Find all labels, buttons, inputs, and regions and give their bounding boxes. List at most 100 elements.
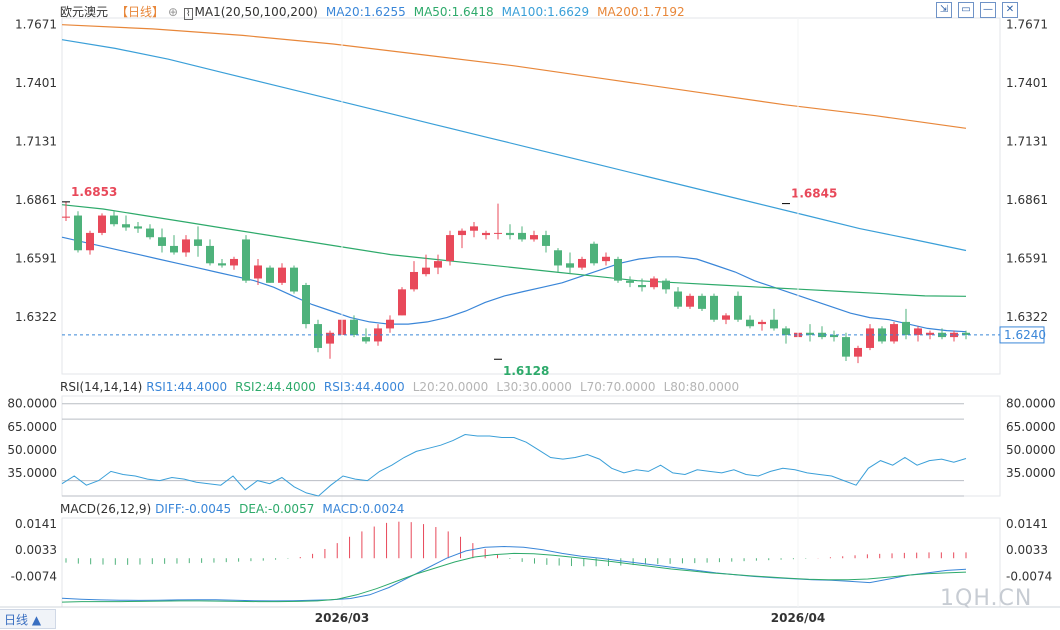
current-price-tag — [999, 326, 1045, 344]
candle-body — [782, 328, 790, 335]
rsi-item-2: RSI3:44.4000 — [323, 380, 405, 394]
candle-body — [662, 280, 670, 290]
candle-body — [530, 235, 538, 240]
price-tick-right: 1.6322 — [1006, 310, 1048, 324]
candle-body — [578, 258, 586, 268]
macd-label: MACD(26,12,9) — [60, 502, 152, 516]
candle-body — [938, 332, 946, 338]
rsi-label: RSI(14,14,14) — [60, 380, 143, 394]
candle-body — [902, 321, 910, 335]
macd-panel-frame — [61, 517, 1001, 608]
rsi-items: RSI1:44.4000 RSI2:44.4000 RSI3:44.4000 L20:… — [146, 380, 747, 394]
candle-body — [734, 295, 742, 320]
candle-body — [278, 267, 286, 283]
candle-body — [674, 291, 682, 307]
price-tick-right: 1.7401 — [1006, 76, 1048, 90]
rsi-tick-right: 50.0000 — [1006, 443, 1056, 457]
macd-item-2: MACD:0.0024 — [322, 502, 405, 516]
rsi-item-6: L80:80.0000 — [663, 380, 740, 394]
candle-body — [146, 228, 154, 238]
minimize-icon[interactable]: — — [980, 2, 996, 18]
price-tick-right: 1.6861 — [1006, 193, 1048, 207]
expand-icon[interactable]: ⇲ — [936, 2, 952, 18]
rsi-tick-left: 35.0000 — [7, 466, 57, 480]
period-tag[interactable]: 【日线】 — [116, 5, 165, 19]
candle-body — [518, 232, 526, 240]
macd-items: DIFF:-0.0045 DEA:-0.0057 MACD:0.0024 — [155, 502, 412, 516]
candle-body — [626, 280, 634, 283]
candle-body — [602, 256, 610, 262]
ma-values: MA20:1.6255 MA50:1.6418 MA100:1.6629 MA200:… — [326, 5, 693, 19]
price-tick-left: 1.7401 — [15, 76, 57, 90]
candle-body — [506, 232, 514, 236]
candle-body — [890, 324, 898, 342]
candle-body — [302, 285, 310, 325]
settings-icon[interactable]: ⊕ — [168, 5, 179, 19]
rsi-item-4: L30:30.0000 — [496, 380, 572, 394]
close-icon[interactable]: ✕ — [1002, 2, 1018, 18]
rsi-header: RSI(14,14,14) RSI1:44.4000 RSI2:44.4000 RSI… — [60, 379, 755, 395]
macd-tick-right: 0.0141 — [1006, 517, 1048, 531]
candle-body — [158, 237, 166, 246]
macd-item-1: DEA:-0.0057 — [239, 502, 315, 516]
macd-tick-left: 0.0033 — [15, 543, 57, 557]
candle-body — [458, 230, 466, 236]
ma-toggle-icon[interactable]: ⌇ — [184, 8, 193, 20]
price-tick-left: 1.6861 — [15, 193, 57, 207]
candle-body — [710, 295, 718, 320]
candle-body — [926, 332, 934, 335]
candle-body — [194, 239, 202, 246]
candle-body — [242, 239, 250, 281]
rsi-tick-left: 65.0000 — [7, 420, 57, 434]
candle-body — [314, 324, 322, 348]
period-tab[interactable]: 日线 ▲ — [0, 609, 56, 629]
rsi-item-1: RSI2:44.4000 — [235, 380, 316, 394]
price-tick-right: 1.7131 — [1006, 135, 1048, 149]
candle-body — [962, 332, 970, 335]
macd-tick-right: -0.0074 — [1006, 569, 1052, 583]
candle-body — [230, 258, 238, 266]
candle-body — [218, 263, 226, 266]
candle-body — [698, 295, 706, 309]
candle-body — [770, 319, 778, 329]
ma-value-1: MA50:1.6418 — [413, 5, 494, 19]
extreme-label: 1.6853 — [71, 185, 117, 199]
candle-body — [482, 232, 490, 236]
candle-body — [566, 263, 574, 268]
candle-body — [290, 267, 298, 292]
candle-body — [266, 267, 274, 283]
candle-body — [434, 261, 442, 268]
macd-header: MACD(26,12,9) DIFF:-0.0045 DEA:-0.0057 MACD… — [60, 501, 420, 517]
candle-body — [362, 337, 370, 342]
ma-line-ma20 — [61, 236, 967, 333]
extreme-label: 1.6845 — [791, 187, 837, 201]
candle-body — [818, 332, 826, 338]
candle-body — [62, 216, 70, 218]
candle-body — [446, 235, 454, 262]
candle-body — [614, 258, 622, 281]
candle-body — [854, 347, 862, 357]
candle-body — [398, 289, 406, 316]
ma-value-0: MA20:1.6255 — [325, 5, 406, 19]
macd-diff-line — [61, 545, 967, 602]
ma-label: MA1(20,50,100,200) — [194, 5, 318, 19]
window-icon[interactable]: ▭ — [958, 2, 974, 18]
ma-line-ma100 — [61, 39, 967, 252]
rsi-item-0: RSI1:44.4000 — [146, 380, 228, 394]
watermark: 1QH.CN — [940, 586, 1033, 611]
macd-tick-right: 0.0033 — [1006, 543, 1048, 557]
candle-body — [206, 245, 214, 264]
candle-body — [254, 265, 262, 279]
price-tick-right: 1.7671 — [1006, 17, 1048, 31]
candle-body — [470, 226, 478, 231]
rsi-tick-right: 35.0000 — [1006, 466, 1056, 480]
price-panel-frame — [61, 17, 1001, 375]
symbol-name: 欧元澳元 — [60, 5, 109, 19]
macd-tick-left: 0.0141 — [15, 517, 57, 531]
rsi-item-5: L70:70.0000 — [579, 380, 656, 394]
price-tick-left: 1.7671 — [15, 17, 57, 31]
candle-body — [374, 328, 382, 342]
candle-body — [134, 226, 142, 229]
candle-body — [86, 232, 94, 251]
candle-body — [878, 328, 886, 342]
